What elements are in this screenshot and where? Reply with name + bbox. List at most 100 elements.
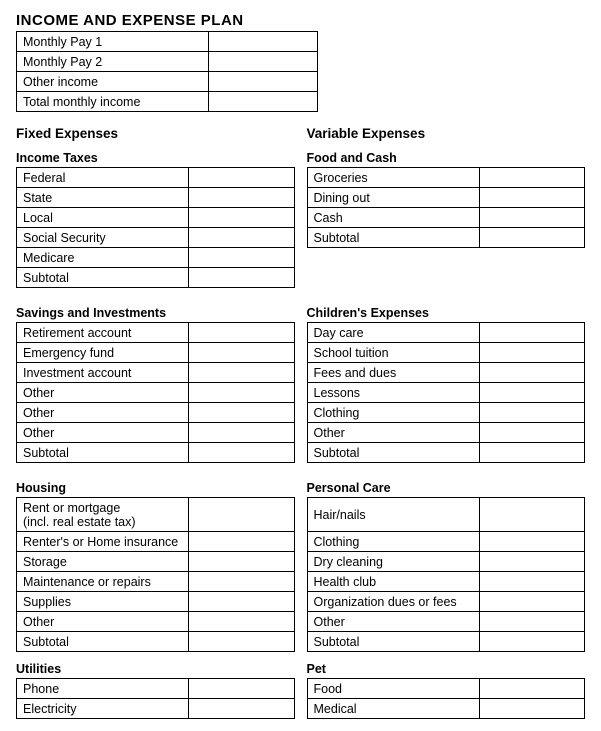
page-title: INCOME AND EXPENSE PLAN bbox=[16, 12, 585, 29]
row-value[interactable] bbox=[479, 592, 584, 612]
table-row: School tuition bbox=[307, 343, 585, 363]
row-label: Subtotal bbox=[307, 632, 479, 652]
row-value[interactable] bbox=[479, 323, 584, 343]
row-value[interactable] bbox=[209, 72, 317, 92]
table-row: Organization dues or fees bbox=[307, 592, 585, 612]
row-value[interactable] bbox=[479, 632, 584, 652]
table-row: Maintenance or repairs bbox=[17, 572, 295, 592]
table-row: Clothing bbox=[307, 532, 585, 552]
table-row: Supplies bbox=[17, 592, 295, 612]
row-value[interactable] bbox=[479, 188, 584, 208]
table-row: Investment account bbox=[17, 363, 295, 383]
table-row: Subtotal bbox=[307, 228, 585, 248]
row-value[interactable] bbox=[479, 498, 584, 532]
table-row: Other bbox=[17, 383, 295, 403]
row-value[interactable] bbox=[209, 92, 317, 112]
row-label: Hair/nails bbox=[307, 498, 479, 532]
row-label: Other income bbox=[17, 72, 209, 92]
row-value[interactable] bbox=[479, 228, 584, 248]
row-value[interactable] bbox=[479, 363, 584, 383]
table-row: Subtotal bbox=[17, 443, 295, 463]
row-label: Subtotal bbox=[17, 443, 189, 463]
row-value[interactable] bbox=[479, 532, 584, 552]
table-row: Retirement account bbox=[17, 323, 295, 343]
utilities-table: Phone Electricity bbox=[16, 678, 295, 719]
table-row: Other income bbox=[17, 72, 318, 92]
row-value[interactable] bbox=[479, 343, 584, 363]
row-label: Electricity bbox=[17, 699, 189, 719]
row-value[interactable] bbox=[479, 208, 584, 228]
table-row: Dry cleaning bbox=[307, 552, 585, 572]
row-value[interactable] bbox=[209, 52, 317, 72]
row-label: Emergency fund bbox=[17, 343, 189, 363]
row-value[interactable] bbox=[189, 552, 294, 572]
fixed-expenses-heading: Fixed Expenses bbox=[16, 126, 295, 141]
row-label: Day care bbox=[307, 323, 479, 343]
row-value[interactable] bbox=[189, 343, 294, 363]
row-value[interactable] bbox=[189, 188, 294, 208]
savings-heading: Savings and Investments bbox=[16, 306, 295, 320]
row-value[interactable] bbox=[479, 699, 584, 719]
table-row: Federal bbox=[17, 168, 295, 188]
row-label: Other bbox=[17, 423, 189, 443]
housing-table: Rent or mortgage (incl. real estate tax)… bbox=[16, 497, 295, 652]
table-row: Medical bbox=[307, 699, 585, 719]
table-row: Food bbox=[307, 679, 585, 699]
row-value[interactable] bbox=[189, 383, 294, 403]
table-row: Phone bbox=[17, 679, 295, 699]
row-value[interactable] bbox=[479, 403, 584, 423]
row-value[interactable] bbox=[209, 32, 317, 52]
row-value[interactable] bbox=[189, 323, 294, 343]
row-label: Maintenance or repairs bbox=[17, 572, 189, 592]
row-value[interactable] bbox=[189, 498, 294, 532]
row-label: Dining out bbox=[307, 188, 479, 208]
row-value[interactable] bbox=[189, 699, 294, 719]
variable-expenses-heading: Variable Expenses bbox=[307, 126, 586, 141]
row-value[interactable] bbox=[189, 592, 294, 612]
row-label: Other bbox=[307, 612, 479, 632]
table-row: Emergency fund bbox=[17, 343, 295, 363]
row-label: Federal bbox=[17, 168, 189, 188]
row-value[interactable] bbox=[189, 208, 294, 228]
row-value[interactable] bbox=[189, 248, 294, 268]
table-row: Lessons bbox=[307, 383, 585, 403]
row-label: State bbox=[17, 188, 189, 208]
row-label: Subtotal bbox=[307, 443, 479, 463]
row-value[interactable] bbox=[479, 443, 584, 463]
row-value[interactable] bbox=[189, 532, 294, 552]
row-value[interactable] bbox=[189, 443, 294, 463]
row-value[interactable] bbox=[189, 679, 294, 699]
row-value[interactable] bbox=[189, 632, 294, 652]
row-value[interactable] bbox=[479, 168, 584, 188]
row-value[interactable] bbox=[189, 228, 294, 248]
table-row: Local bbox=[17, 208, 295, 228]
table-row: Fees and dues bbox=[307, 363, 585, 383]
row-label: Other bbox=[17, 612, 189, 632]
table-row: Subtotal bbox=[17, 632, 295, 652]
row-value[interactable] bbox=[189, 403, 294, 423]
row-label: Other bbox=[17, 383, 189, 403]
row-value[interactable] bbox=[189, 572, 294, 592]
row-value[interactable] bbox=[189, 423, 294, 443]
row-label: Cash bbox=[307, 208, 479, 228]
table-row: Other bbox=[17, 612, 295, 632]
row-value[interactable] bbox=[189, 268, 294, 288]
table-row: Storage bbox=[17, 552, 295, 572]
row-value[interactable] bbox=[189, 168, 294, 188]
row-value[interactable] bbox=[479, 612, 584, 632]
row-value[interactable] bbox=[189, 612, 294, 632]
row-label: Health club bbox=[307, 572, 479, 592]
row-value[interactable] bbox=[479, 383, 584, 403]
row-value[interactable] bbox=[189, 363, 294, 383]
table-row: Rent or mortgage (incl. real estate tax) bbox=[17, 498, 295, 532]
table-row: Dining out bbox=[307, 188, 585, 208]
row-value[interactable] bbox=[479, 679, 584, 699]
table-row: Subtotal bbox=[307, 443, 585, 463]
row-label: Clothing bbox=[307, 403, 479, 423]
row-value[interactable] bbox=[479, 572, 584, 592]
table-row: Total monthly income bbox=[17, 92, 318, 112]
row-label: Local bbox=[17, 208, 189, 228]
row-value[interactable] bbox=[479, 423, 584, 443]
row-value[interactable] bbox=[479, 552, 584, 572]
table-row: Monthly Pay 1 bbox=[17, 32, 318, 52]
